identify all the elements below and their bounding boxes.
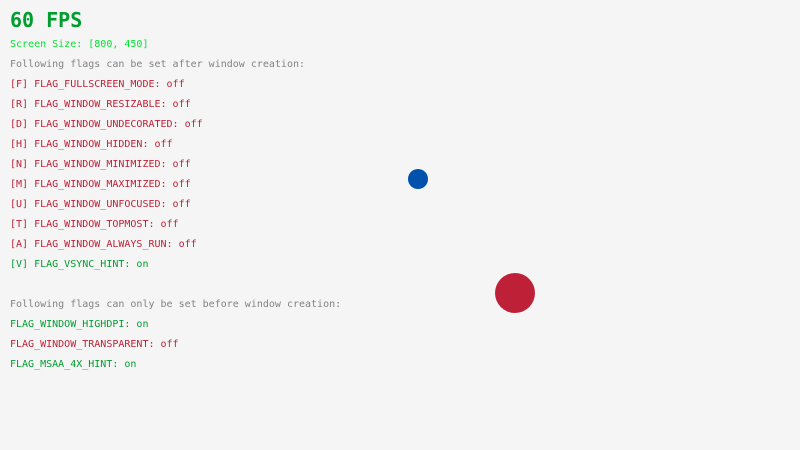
bouncing-ball bbox=[495, 273, 535, 313]
flag-window-undecorated: [D] FLAG_WINDOW_UNDECORATED: off bbox=[10, 119, 203, 130]
flag-window-maximized: [M] FLAG_WINDOW_MAXIMIZED: off bbox=[10, 179, 191, 190]
flag-vsync-hint: [V] FLAG_VSYNC_HINT: on bbox=[10, 259, 149, 270]
mouse-cursor-circle bbox=[408, 169, 428, 189]
after-creation-heading: Following flags can be set after window … bbox=[10, 59, 306, 70]
screen-size-label: Screen Size: [800, 450] bbox=[10, 39, 149, 50]
flag-window-transparent: FLAG_WINDOW_TRANSPARENT: off bbox=[10, 339, 179, 350]
flag-window-minimized: [N] FLAG_WINDOW_MINIMIZED: off bbox=[10, 159, 191, 170]
flag-fullscreen-mode: [F] FLAG_FULLSCREEN_MODE: off bbox=[10, 79, 185, 90]
fps-counter: 60 FPS bbox=[10, 8, 83, 32]
flag-window-topmost: [T] FLAG_WINDOW_TOPMOST: off bbox=[10, 219, 179, 230]
flag-window-always-run: [A] FLAG_WINDOW_ALWAYS_RUN: off bbox=[10, 239, 197, 250]
flag-window-resizable: [R] FLAG_WINDOW_RESIZABLE: off bbox=[10, 99, 191, 110]
flag-window-highdpi: FLAG_WINDOW_HIGHDPI: on bbox=[10, 319, 149, 330]
before-creation-heading: Following flags can only be set before w… bbox=[10, 299, 342, 310]
flag-window-hidden: [H] FLAG_WINDOW_HIDDEN: off bbox=[10, 139, 173, 150]
flag-window-unfocused: [U] FLAG_WINDOW_UNFOCUSED: off bbox=[10, 199, 191, 210]
flag-msaa-4x-hint: FLAG_MSAA_4X_HINT: on bbox=[10, 359, 137, 370]
